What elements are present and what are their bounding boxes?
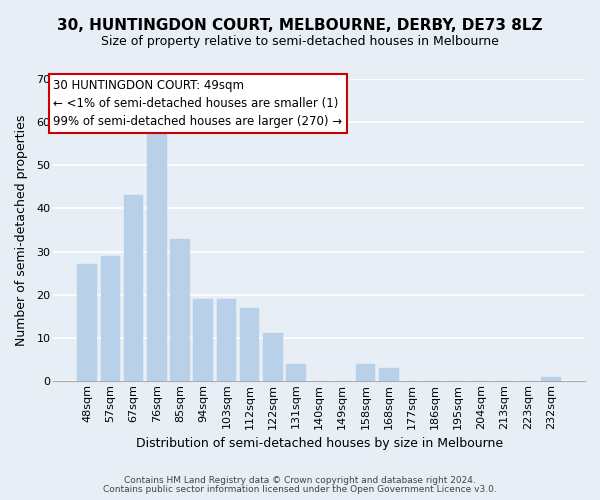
Text: 30, HUNTINGDON COURT, MELBOURNE, DERBY, DE73 8LZ: 30, HUNTINGDON COURT, MELBOURNE, DERBY, …	[57, 18, 543, 32]
Bar	[217, 299, 236, 381]
Bar	[101, 256, 121, 381]
Bar	[77, 264, 97, 381]
Bar	[379, 368, 398, 381]
X-axis label: Distribution of semi-detached houses by size in Melbourne: Distribution of semi-detached houses by …	[136, 437, 503, 450]
Y-axis label: Number of semi-detached properties: Number of semi-detached properties	[15, 114, 28, 346]
Bar	[170, 238, 190, 381]
Bar	[541, 376, 561, 381]
Text: Size of property relative to semi-detached houses in Melbourne: Size of property relative to semi-detach…	[101, 35, 499, 48]
Bar	[124, 196, 143, 381]
Text: Contains HM Land Registry data © Crown copyright and database right 2024.: Contains HM Land Registry data © Crown c…	[124, 476, 476, 485]
Bar	[193, 299, 213, 381]
Bar	[286, 364, 306, 381]
Bar	[356, 364, 376, 381]
Bar	[263, 334, 283, 381]
Bar	[147, 131, 167, 381]
Text: Contains public sector information licensed under the Open Government Licence v3: Contains public sector information licen…	[103, 485, 497, 494]
Bar	[240, 308, 259, 381]
Text: 30 HUNTINGDON COURT: 49sqm
← <1% of semi-detached houses are smaller (1)
99% of : 30 HUNTINGDON COURT: 49sqm ← <1% of semi…	[53, 79, 343, 128]
